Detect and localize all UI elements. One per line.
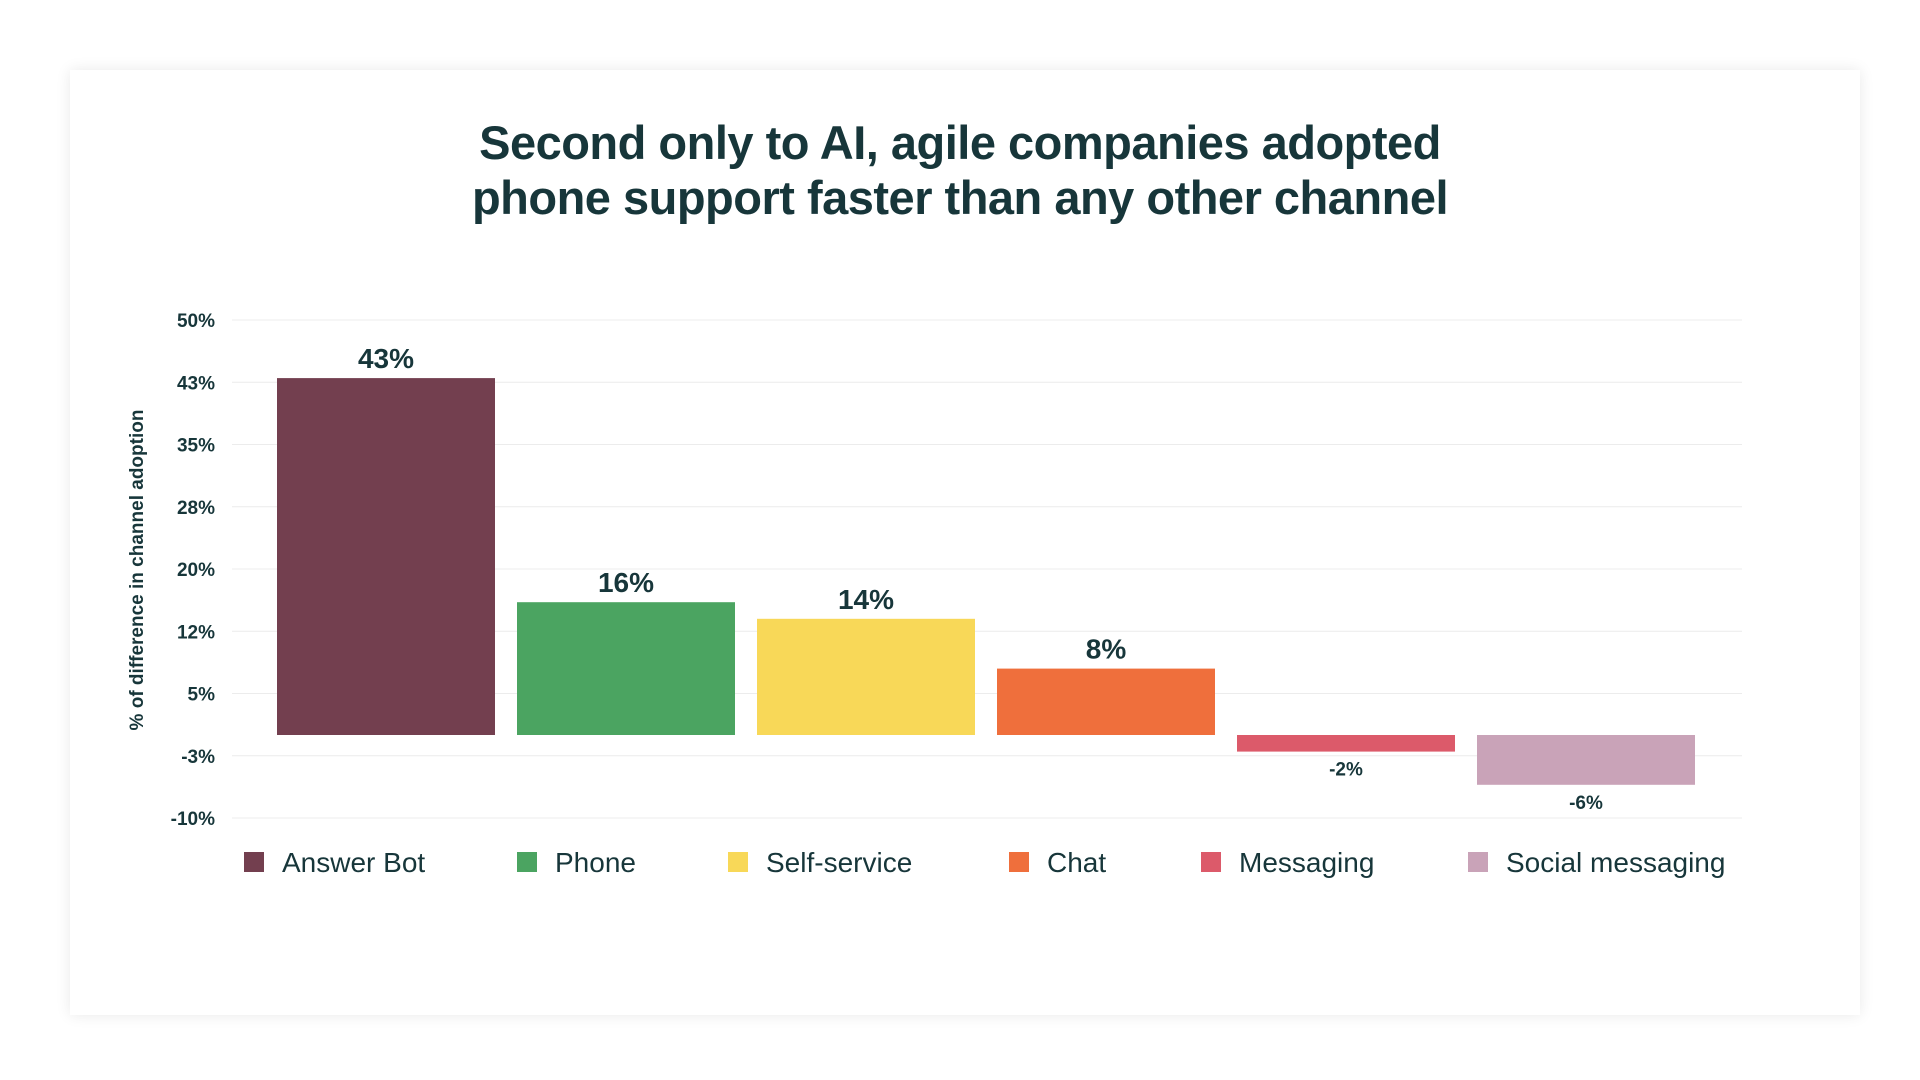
bar-chat (997, 668, 1215, 735)
bar-answer-bot (277, 378, 495, 735)
legend-swatch (1009, 852, 1029, 872)
y-tick-label: -3% (181, 747, 215, 768)
legend-label: Chat (1047, 847, 1106, 878)
y-tick-label: 20% (177, 560, 215, 581)
legend-label: Phone (555, 847, 636, 878)
chart-title: Second only to AI, agile companies adopt… (0, 115, 1920, 225)
y-tick-label: 12% (177, 622, 215, 643)
bar-phone (517, 602, 735, 735)
legend-label: Social messaging (1506, 847, 1725, 878)
data-label: 8% (1086, 634, 1127, 665)
bar-self-service (757, 618, 975, 735)
legend-swatch (1201, 852, 1221, 872)
y-tick-label: 43% (177, 373, 215, 394)
chart-title-line-2: phone support faster than any other chan… (471, 171, 1449, 224)
legend-label: Messaging (1239, 847, 1374, 878)
data-label: -6% (1569, 793, 1603, 814)
y-tick-label: 50% (177, 311, 215, 332)
y-tick-label: 28% (177, 498, 215, 519)
chart-title-line-1: Second only to AI, agile companies adopt… (479, 116, 1441, 169)
y-tick-label: 35% (177, 436, 215, 457)
legend-label: Self-service (766, 847, 912, 878)
bar-messaging (1237, 735, 1455, 752)
legend-swatch (1468, 852, 1488, 872)
legend-swatch (728, 852, 748, 872)
legend-label: Answer Bot (282, 847, 425, 878)
y-axis-label: % of difference in channel adoption (127, 410, 148, 731)
data-label: 43% (358, 343, 414, 374)
bar-social-messaging (1477, 735, 1695, 785)
legend-swatch (244, 852, 264, 872)
y-tick-label: -10% (171, 809, 215, 830)
data-label: -2% (1329, 760, 1363, 781)
legend-swatch (517, 852, 537, 872)
y-tick-label: 5% (188, 685, 216, 706)
data-label: 16% (598, 567, 654, 598)
data-label: 14% (838, 584, 894, 615)
